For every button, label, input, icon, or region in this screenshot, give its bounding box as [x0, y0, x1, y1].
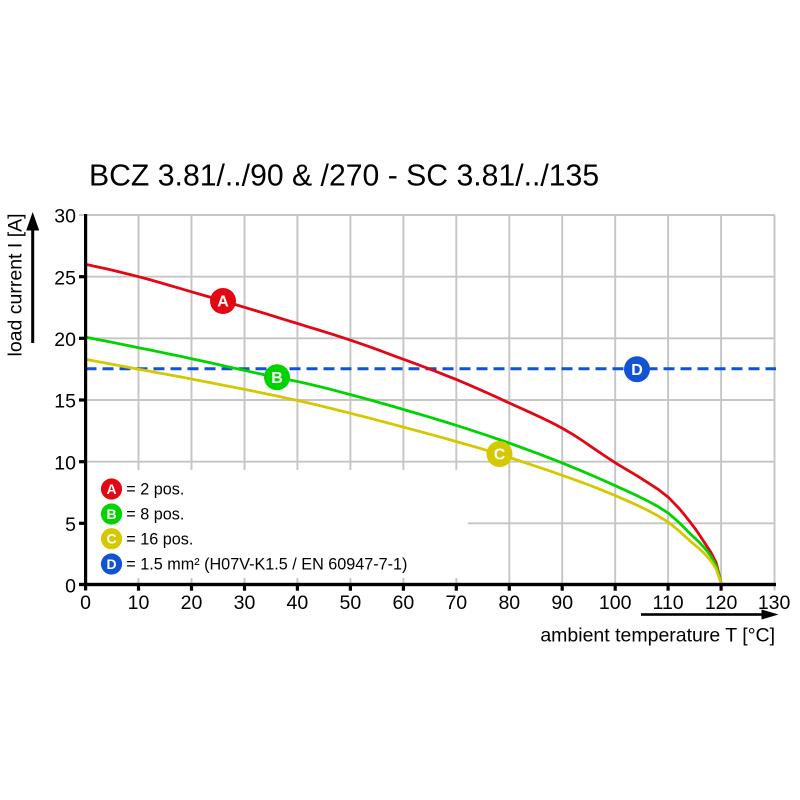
svg-text:10: 10	[128, 592, 150, 614]
svg-text:D: D	[106, 556, 116, 572]
svg-text:= 1.5 mm² (H07V-K1.5 / EN 6094: = 1.5 mm² (H07V-K1.5 / EN 60947-7-1)	[126, 556, 407, 574]
svg-text:120: 120	[705, 592, 738, 614]
svg-text:30: 30	[234, 592, 256, 614]
svg-text:BCZ 3.81/../90 & /270 - SC 3.8: BCZ 3.81/../90 & /270 - SC 3.81/../135	[89, 160, 599, 193]
svg-text:= 2 pos.: = 2 pos.	[126, 481, 184, 499]
svg-text:0: 0	[65, 576, 76, 598]
svg-text:130: 130	[758, 592, 791, 614]
svg-text:15: 15	[54, 391, 76, 413]
svg-text:20: 20	[181, 592, 203, 614]
svg-text:ambient temperature T [°C]: ambient temperature T [°C]	[540, 625, 775, 647]
svg-text:90: 90	[551, 592, 573, 614]
svg-text:110: 110	[653, 592, 684, 614]
svg-text:= 8 pos.: = 8 pos.	[126, 506, 184, 524]
svg-text:B: B	[106, 506, 116, 522]
svg-text:70: 70	[445, 592, 467, 614]
svg-text:10: 10	[54, 452, 76, 474]
svg-text:40: 40	[287, 592, 309, 614]
svg-text:load current I [A]: load current I [A]	[5, 213, 27, 356]
svg-text:A: A	[217, 294, 229, 311]
svg-text:C: C	[106, 531, 116, 547]
svg-text:100: 100	[599, 592, 632, 614]
svg-text:50: 50	[340, 592, 362, 614]
svg-text:60: 60	[393, 592, 415, 614]
svg-text:= 16 pos.: = 16 pos.	[126, 530, 193, 548]
svg-text:30: 30	[54, 206, 76, 228]
svg-text:A: A	[106, 481, 116, 497]
svg-text:D: D	[631, 362, 643, 379]
svg-text:25: 25	[54, 267, 76, 289]
svg-text:20: 20	[54, 329, 76, 351]
svg-text:0: 0	[80, 592, 91, 614]
svg-text:80: 80	[498, 592, 520, 614]
svg-text:B: B	[271, 370, 283, 387]
svg-text:5: 5	[65, 514, 76, 536]
svg-text:C: C	[494, 447, 506, 464]
